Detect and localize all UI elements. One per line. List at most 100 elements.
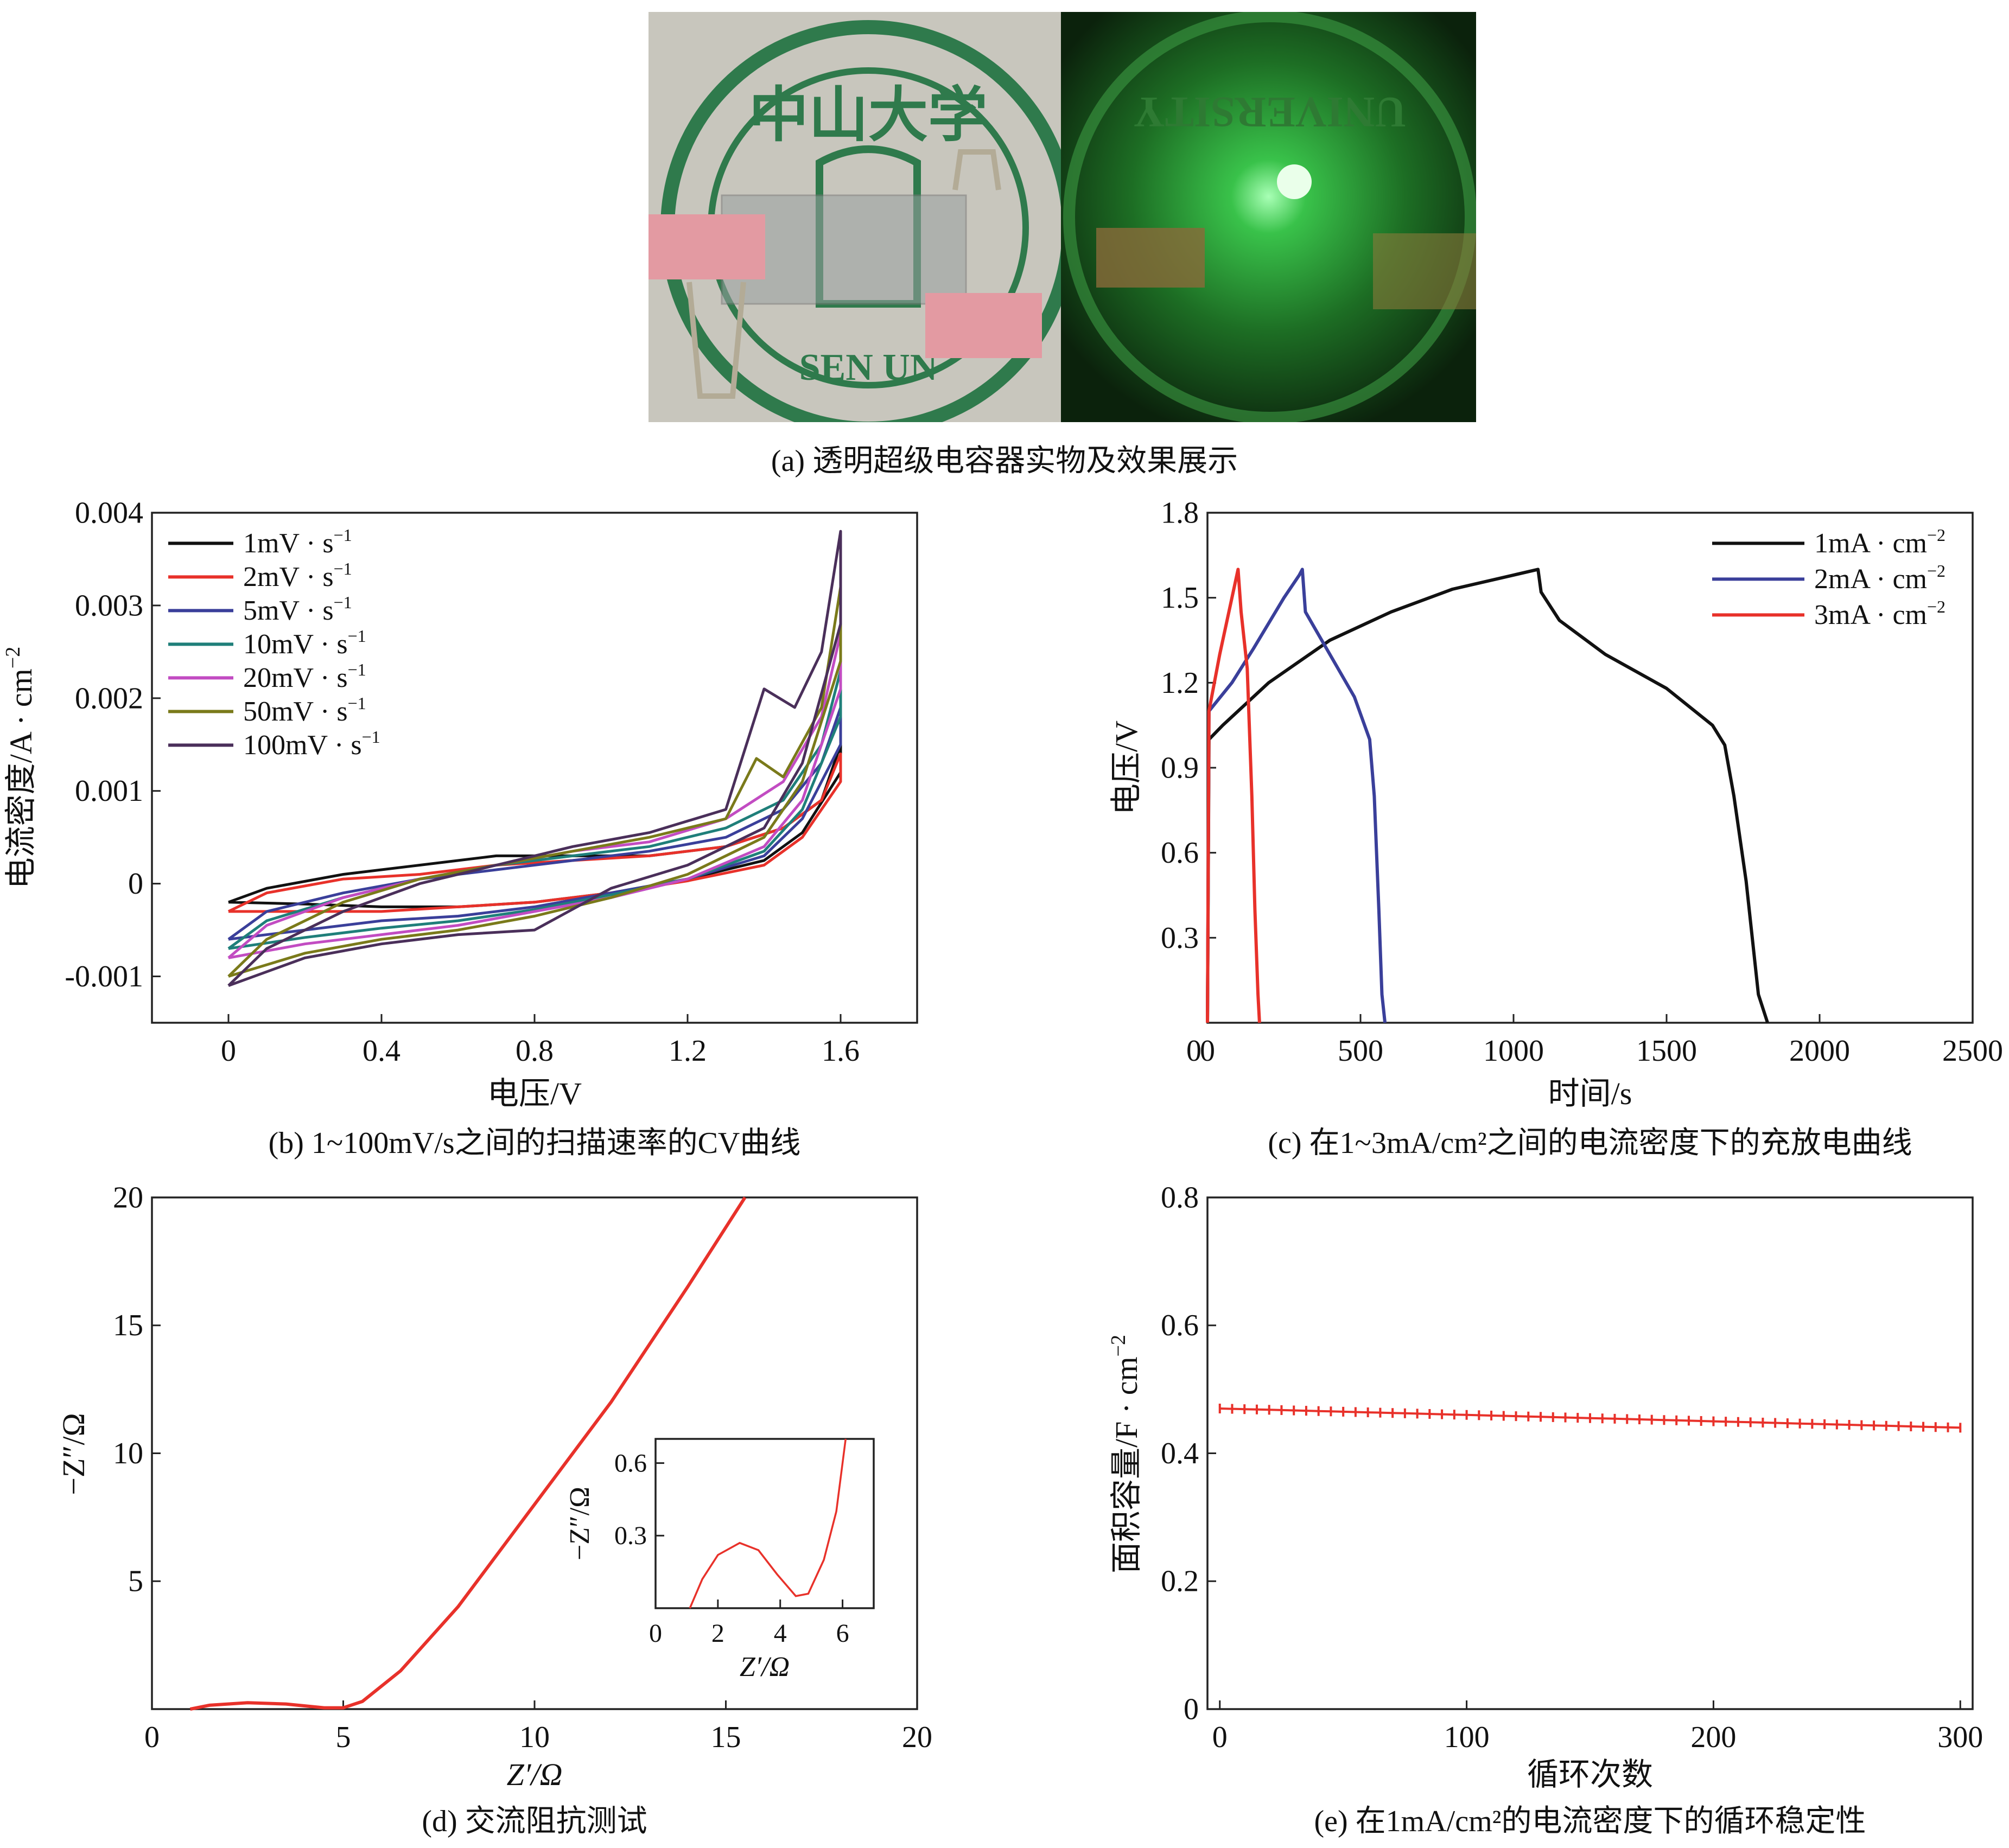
x-tick-label: 1.2 (669, 1034, 707, 1068)
x-tick-label: 0 (1200, 1034, 1215, 1068)
plot-frame-e (1206, 1196, 1974, 1710)
caption-b: (b) 1~100mV/s之间的扫描速率的CV曲线 (269, 1126, 801, 1160)
y-tick-label: 15 (113, 1309, 143, 1342)
xlabel-e: 循环次数 (1527, 1757, 1653, 1792)
inset-ylabel: −Z″/Ω (564, 1487, 595, 1560)
ylabel-c: 电压/V (1109, 721, 1144, 815)
ylabel-e: 面积容量/F · cm−2 (1107, 1335, 1144, 1573)
x-tick-label: 0.8 (516, 1034, 554, 1068)
caption-c: (c) 在1~3mA/cm²之间的电流密度下的充放电曲线 (1268, 1126, 1912, 1160)
photo-right: UNIVERSITY (1061, 12, 1476, 422)
gcd-curve (1206, 568, 1261, 1023)
cv-curve (227, 752, 842, 913)
x-tick-label: 300 (1937, 1720, 1983, 1754)
legend-label: 100mV · s−1 (243, 727, 380, 761)
x-tick-label: 100 (1444, 1720, 1490, 1754)
series-group-b (227, 530, 842, 987)
axis-ticks-c: 0 500 1000 1500 2000 2500 0.3 0.6 0.9 1.2 1.5 1.8 0 (1161, 496, 2003, 1068)
pink-clip-right (925, 293, 1042, 358)
x-tick-label: 15 (711, 1720, 741, 1754)
x-tick-label: 10 (519, 1720, 550, 1754)
y-tick-label: 0.4 (1161, 1437, 1199, 1470)
y-tick-label: 0.6 (1161, 1309, 1199, 1342)
photo-left: 中山大学 SEN UN (649, 12, 1061, 422)
seal-text-bottom: SEN UN (799, 347, 938, 388)
cv-curve (227, 530, 842, 987)
gcd-curve (1206, 568, 1387, 1023)
chart-cv: 0 0.4 0.8 1.2 1.6 -0.001 0 0.001 0.002 0.003 0.004… (2, 496, 918, 1160)
photo-panel: 中山大学 SEN UN UNIVERSITY (649, 12, 1476, 422)
x-tick-label: 1500 (1636, 1034, 1697, 1068)
wire-clip-right (952, 149, 1001, 190)
cv-curve (227, 585, 842, 978)
x-tick-label: 0 (221, 1034, 236, 1068)
seal-emblem (816, 145, 921, 308)
series-group-c (1206, 568, 1769, 1023)
chart-eis: 0 5 10 15 20 5 10 15 20 0 2 4 6 0.3 0.6 Z′/Ω −Z″/Ω Z′/Ω… (56, 1181, 932, 1838)
x-tick-label: 0 (649, 1619, 662, 1648)
caption-e: (e) 在1mA/cm²的电流密度下的循环稳定性 (1314, 1805, 1866, 1838)
x-tick-label: 0 (1212, 1720, 1228, 1754)
xlabel-c: 时间/s (1548, 1076, 1632, 1111)
y-tick-label: 1.2 (1161, 666, 1199, 700)
xlabel-d: Z′/Ω (506, 1757, 562, 1792)
x-tick-label: 1.6 (822, 1034, 860, 1068)
y-tick-label: 0.6 (614, 1449, 647, 1477)
y-tick-label: 0.003 (75, 589, 143, 622)
x-tick-label: 4 (774, 1619, 787, 1648)
series-group-d (189, 1196, 747, 1711)
caption-a: (a) 透明超级电容器实物及效果展示 (771, 444, 1238, 478)
legend-label: 1mA · cm−2 (1814, 525, 1946, 559)
legend-label: 10mV · s−1 (243, 626, 366, 660)
legend-label: 20mV · s−1 (243, 660, 366, 693)
x-tick-label: 0 (144, 1720, 160, 1754)
y-tick-label: 0.6 (1161, 836, 1199, 870)
x-tick-label: 0.4 (363, 1034, 400, 1068)
y-tick-label: 0.001 (75, 774, 143, 808)
x-tick-label: 2 (711, 1619, 724, 1648)
x-tick-label: 200 (1690, 1720, 1736, 1754)
copper-tape (1373, 233, 1476, 309)
origin-label: 0 (1186, 1034, 1201, 1068)
caption-d: (d) 交流阻抗测试 (422, 1805, 647, 1838)
y-tick-label: 20 (113, 1181, 143, 1214)
legend-label: 3mA · cm−2 (1814, 597, 1946, 630)
y-tick-label: 5 (128, 1565, 143, 1598)
axis-ticks-e: 0 100 200 300 0 0.2 0.4 0.6 0.8 (1161, 1181, 1983, 1754)
y-tick-label: 0.9 (1161, 751, 1199, 785)
legend-label: 50mV · s−1 (243, 693, 366, 727)
y-tick-label: 0.8 (1161, 1181, 1199, 1214)
wire-clip-left (686, 282, 746, 399)
y-tick-label: -0.001 (65, 960, 143, 993)
series-group-e (1218, 1403, 1962, 1433)
pink-clip-glow (1096, 228, 1205, 288)
y-tick-label: 0 (128, 867, 143, 901)
x-tick-label: 500 (1338, 1034, 1383, 1068)
x-tick-label: 6 (836, 1619, 849, 1648)
legend-label: 2mA · cm−2 (1814, 561, 1946, 595)
seal-text-chinese: 中山大学 (749, 82, 988, 149)
plot-frame-d (151, 1196, 918, 1710)
seal-text-english: UNIVERSITY (1134, 88, 1406, 136)
legend-label: 5mV · s−1 (243, 592, 352, 626)
x-tick-label: 2000 (1789, 1034, 1850, 1068)
inset-frame (654, 1438, 875, 1609)
inset-eis: 0 2 4 6 0.3 0.6 Z′/Ω −Z″/Ω (564, 1438, 875, 1683)
x-tick-label: 20 (902, 1720, 932, 1754)
ylabel-b: 电流密度/A · cm−2 (2, 647, 39, 889)
inset-curve (689, 1438, 847, 1609)
y-tick-label: 0.004 (75, 496, 143, 530)
y-tick-label: 10 (113, 1437, 143, 1470)
x-tick-label: 1000 (1483, 1034, 1544, 1068)
inset-xlabel: Z′/Ω (740, 1652, 790, 1683)
legend-label: 1mV · s−1 (243, 525, 352, 559)
ylabel-d: −Z″/Ω (56, 1413, 91, 1495)
y-tick-label: 0.2 (1161, 1565, 1199, 1598)
axis-ticks-b: 0 0.4 0.8 1.2 1.6 -0.001 0 0.001 0.002 0.003 0.004 (65, 496, 860, 1068)
y-tick-label: 1.8 (1161, 496, 1199, 530)
